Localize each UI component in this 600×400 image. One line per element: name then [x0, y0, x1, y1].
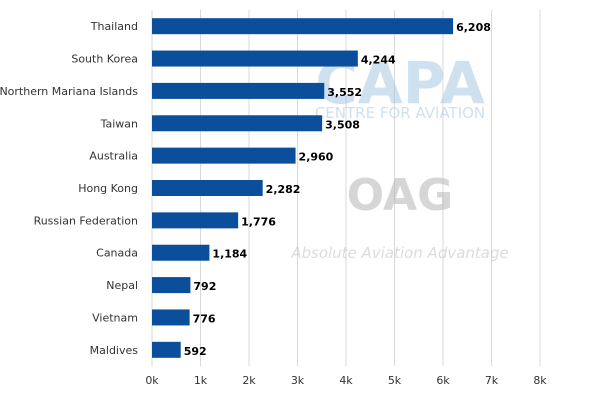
category-label: South Korea	[71, 53, 138, 66]
data-label: 792	[193, 280, 216, 293]
bar	[152, 147, 296, 164]
data-label: 2,282	[266, 183, 301, 196]
category-label: Vietnam	[92, 311, 138, 324]
data-label: 2,960	[299, 151, 334, 164]
x-tick-label: 1k	[194, 374, 208, 387]
x-tick-label: 2k	[242, 374, 256, 387]
gridlines	[151, 10, 541, 366]
bar	[152, 18, 454, 35]
watermark-logo: OAG	[347, 170, 453, 221]
data-label: 1,184	[212, 248, 247, 261]
category-label: Northern Mariana Islands	[0, 85, 138, 98]
bar	[152, 82, 325, 99]
x-tick-label: 4k	[339, 374, 353, 387]
bar	[152, 244, 210, 261]
category-label: Australia	[89, 150, 138, 163]
watermark-tagline: Absolute Aviation Advantage	[290, 244, 509, 262]
bar	[152, 212, 239, 229]
category-labels: Thailand South Korea Northern Mariana Isla…	[0, 20, 138, 357]
x-tick-label: 7k	[485, 374, 499, 387]
bar	[152, 50, 358, 67]
bars	[152, 18, 454, 358]
x-tick-label: 3k	[291, 374, 305, 387]
category-label: Thailand	[90, 20, 138, 33]
category-label: Nepal	[106, 279, 138, 292]
bar	[152, 115, 323, 132]
category-label: Maldives	[90, 344, 139, 357]
watermark-brand-sub: CENTRE FOR AVIATION	[315, 104, 485, 122]
bar	[152, 309, 190, 326]
bar	[152, 180, 263, 196]
x-tick-label: 0k	[145, 374, 159, 387]
data-label: 3,552	[327, 86, 362, 99]
x-tick-label: 8k	[533, 374, 547, 387]
data-label: 592	[184, 345, 207, 358]
data-label: 4,244	[361, 54, 396, 67]
bar	[152, 341, 181, 358]
category-label: Hong Kong	[78, 182, 138, 195]
category-label: Taiwan	[100, 117, 138, 130]
data-label: 1,776	[241, 215, 276, 228]
watermark: CAPA CENTRE FOR AVIATION OAG Absolute Av…	[290, 49, 509, 262]
x-axis-tick-labels: 0k 1k 2k 3k 4k 5k 6k 7k 8k	[145, 374, 547, 387]
x-tick-label: 5k	[388, 374, 402, 387]
category-label: Canada	[96, 247, 138, 260]
data-label: 776	[193, 312, 216, 325]
category-label: Russian Federation	[34, 214, 138, 227]
data-labels: 6,208 4,244 3,552 3,508 2,960 2,282 1,776 1,184…	[184, 21, 491, 358]
bar	[152, 277, 191, 294]
data-label: 6,208	[456, 21, 491, 34]
data-label: 3,508	[325, 118, 360, 131]
x-tick-label: 6k	[436, 374, 450, 387]
